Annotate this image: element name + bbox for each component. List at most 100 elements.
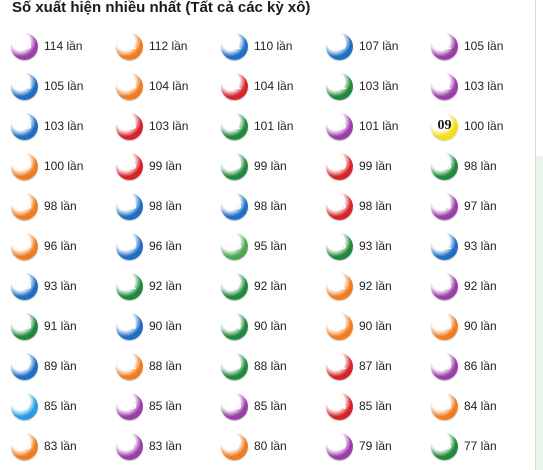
number-ball: 39 [326, 432, 353, 460]
number-frequency-item: 45 93 lần [11, 266, 116, 306]
number-frequency-item: 37 83 lần [116, 426, 221, 466]
number-frequency-item: 44 105 lần [11, 66, 116, 106]
occurrence-count: 103 lần [44, 119, 84, 133]
occurrence-count: 89 lần [44, 359, 77, 373]
number-frequency-item: 54 85 lần [326, 386, 431, 426]
number-frequency-item: 31 103 lần [431, 66, 536, 106]
number-ball: 49 [326, 32, 353, 60]
number-ball: 46 [11, 112, 38, 140]
number-ball: 51 [221, 72, 248, 100]
number-frequency-item: 42 93 lần [431, 226, 536, 266]
occurrence-count: 85 lần [149, 399, 182, 413]
number-frequency-item: 38 85 lần [221, 386, 326, 426]
occurrence-count: 114 lần [44, 39, 83, 53]
number-ball: 37 [116, 432, 143, 460]
number-ball: 03 [11, 32, 38, 60]
number-frequency-item: 09 100 lần [431, 106, 536, 146]
occurrence-count: 100 lần [464, 119, 504, 133]
number-frequency-item: 41 110 lần [221, 26, 326, 66]
number-ball: 05 [116, 152, 143, 180]
occurrence-count: 110 lần [254, 39, 293, 53]
occurrence-count: 93 lần [359, 239, 392, 253]
number-frequency-item: 13 77 lần [431, 426, 536, 466]
number-frequency-item: 51 104 lần [221, 66, 326, 106]
number-frequency-item: 16 91 lần [11, 306, 116, 346]
number-ball: 09 [431, 112, 458, 140]
number-frequency-item: 55 98 lần [326, 186, 431, 226]
number-ball: 12 [326, 72, 353, 100]
number-frequency-item: 39 79 lần [326, 426, 431, 466]
number-ball: 24 [116, 72, 143, 100]
number-frequency-item: 23 98 lần [11, 186, 116, 226]
number-ball: 32 [431, 32, 458, 60]
number-ball: 14 [221, 312, 248, 340]
number-ball: 21 [326, 272, 353, 300]
number-ball: 10 [221, 352, 248, 380]
number-frequency-item: 29 96 lần [11, 226, 116, 266]
occurrence-count: 93 lần [464, 239, 497, 253]
occurrence-count: 85 lần [254, 399, 287, 413]
occurrence-count: 88 lần [149, 359, 182, 373]
occurrence-count: 92 lần [464, 279, 497, 293]
occurrence-count: 95 lần [254, 239, 287, 253]
occurrence-count: 98 lần [44, 199, 77, 213]
occurrence-count: 80 lần [254, 439, 287, 453]
occurrence-count: 103 lần [149, 119, 189, 133]
occurrence-count: 92 lần [359, 279, 392, 293]
number-ball: 11 [221, 112, 248, 140]
number-ball: 04 [116, 312, 143, 340]
number-ball: 53 [116, 112, 143, 140]
number-frequency-item: 14 90 lần [221, 306, 326, 346]
occurrence-count: 101 lần [254, 119, 294, 133]
number-frequency-item: 07 85 lần [11, 386, 116, 426]
number-ball: 23 [11, 192, 38, 220]
occurrence-count: 85 lần [359, 399, 392, 413]
number-ball: 31 [431, 72, 458, 100]
number-frequency-item: 18 98 lần [431, 146, 536, 186]
number-frequency-item: 36 85 lần [116, 386, 221, 426]
number-frequency-item: 50 99 lần [326, 146, 431, 186]
number-frequency-item: 10 88 lần [221, 346, 326, 386]
occurrence-count: 77 lần [464, 439, 497, 453]
number-frequency-item: 32 105 lần [431, 26, 536, 66]
occurrence-count: 112 lần [149, 39, 188, 53]
number-frequency-item: 49 107 lần [326, 26, 431, 66]
occurrence-count: 97 lần [464, 199, 497, 213]
number-frequency-item: 11 101 lần [221, 106, 326, 146]
number-ball: 50 [326, 152, 353, 180]
number-frequency-item: 01 92 lần [116, 266, 221, 306]
number-frequency-item: 25 90 lần [326, 306, 431, 346]
number-ball: 26 [431, 312, 458, 340]
occurrence-count: 90 lần [359, 319, 392, 333]
number-ball: 29 [11, 232, 38, 260]
number-frequency-item: 12 103 lần [326, 66, 431, 106]
number-frequency-item: 20 100 lần [11, 146, 116, 186]
number-frequency-item: 17 92 lần [221, 266, 326, 306]
occurrence-count: 92 lần [254, 279, 287, 293]
number-frequency-item: 05 99 lần [116, 146, 221, 186]
number-frequency-item: 40 96 lần [116, 226, 221, 266]
occurrence-count: 98 lần [464, 159, 497, 173]
number-frequency-item: 33 92 lần [431, 266, 536, 306]
number-frequency-item: 02 88 lần [116, 346, 221, 386]
number-ball: 02 [116, 352, 143, 380]
number-frequency-item: 47 89 lần [11, 346, 116, 386]
occurrence-count: 83 lần [44, 439, 77, 453]
number-ball: 45 [11, 272, 38, 300]
occurrence-count: 104 lần [149, 79, 189, 93]
occurrence-count: 105 lần [464, 39, 504, 53]
number-ball: 35 [326, 112, 353, 140]
number-frequency-item: 04 90 lần [116, 306, 221, 346]
number-ball: 36 [116, 392, 143, 420]
number-frequency-item: 35 101 lần [326, 106, 431, 146]
number-ball: 22 [116, 32, 143, 60]
right-edge-accent [536, 156, 543, 470]
number-frequency-item: 53 103 lần [116, 106, 221, 146]
occurrence-count: 104 lần [254, 79, 294, 93]
number-ball: 41 [221, 32, 248, 60]
number-frequency-item: 19 99 lần [221, 146, 326, 186]
number-frequency-item: 08 95 lần [221, 226, 326, 266]
number-ball: 16 [11, 312, 38, 340]
occurrence-count: 96 lần [149, 239, 182, 253]
number-ball: 33 [431, 272, 458, 300]
